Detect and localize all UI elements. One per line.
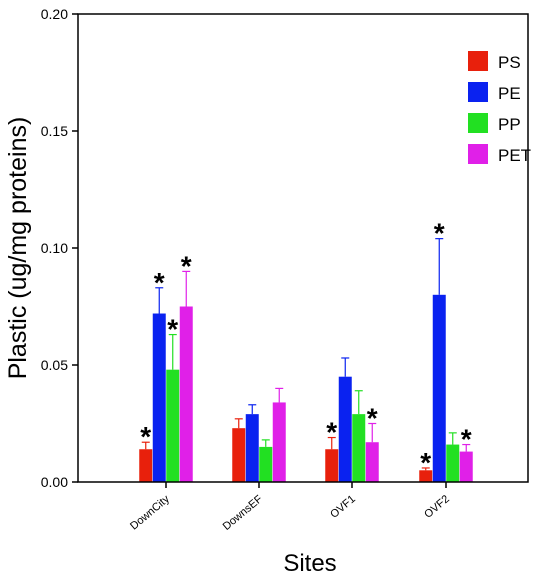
x-axis: DownCity DownsEF OVF1 OVF2 [128,482,452,533]
bar-pp [166,369,180,482]
bar-pp [446,444,460,482]
significance-star: * [154,267,165,298]
legend-label-pet: PET [498,146,531,165]
legend-swatch-pe [468,82,488,102]
bar-ps [232,428,246,482]
legend-label-ps: PS [498,53,521,72]
bars-layer [139,294,473,482]
bar-pet [459,451,473,482]
significance-star: * [181,250,192,281]
legend-swatch-ps [468,51,488,71]
bar-pp [352,414,366,482]
significance-stars-layer: ***** **** [140,218,472,478]
bar-pe [338,376,352,482]
legend: PS PE PP PET [468,51,531,165]
bar-pe [432,294,446,482]
x-tick-label: OVF2 [422,493,452,521]
legend-swatch-pp [468,113,488,133]
plot-frame [77,13,529,483]
x-tick-label: OVF1 [328,493,358,521]
y-tick-label: 0.15 [41,123,68,139]
y-tick-label: 0.20 [41,6,68,22]
bar-pet [179,306,193,482]
bar-pe [152,313,166,482]
significance-star: * [434,218,445,249]
x-tick-label: DownsEF [221,493,265,533]
x-tick-label: DownCity [128,493,172,533]
y-tick-label: 0.00 [41,474,68,490]
error-bars-layer [141,238,471,471]
significance-star: * [420,447,431,478]
significance-star: * [461,424,472,455]
legend-label-pe: PE [498,84,521,103]
significance-star: * [367,403,378,434]
significance-star: * [326,417,337,448]
bar-ps [325,449,339,482]
bar-pet [365,442,379,482]
bar-pp [259,446,273,482]
legend-label-pp: PP [498,115,521,134]
y-axis-title: Plastic (ug/mg proteins) [4,117,32,380]
bar-pet [272,402,286,482]
bar-ps [419,470,433,482]
y-tick-label: 0.05 [41,357,68,373]
legend-swatch-pet [468,144,488,164]
significance-star: * [140,421,151,452]
bar-pe [245,414,259,482]
bar-ps [139,449,153,482]
significance-star: * [167,314,178,345]
y-tick-label: 0.10 [41,240,68,256]
x-axis-title: Sites [283,550,336,577]
y-axis: 0.00 0.05 0.10 0.15 0.20 [41,6,78,490]
